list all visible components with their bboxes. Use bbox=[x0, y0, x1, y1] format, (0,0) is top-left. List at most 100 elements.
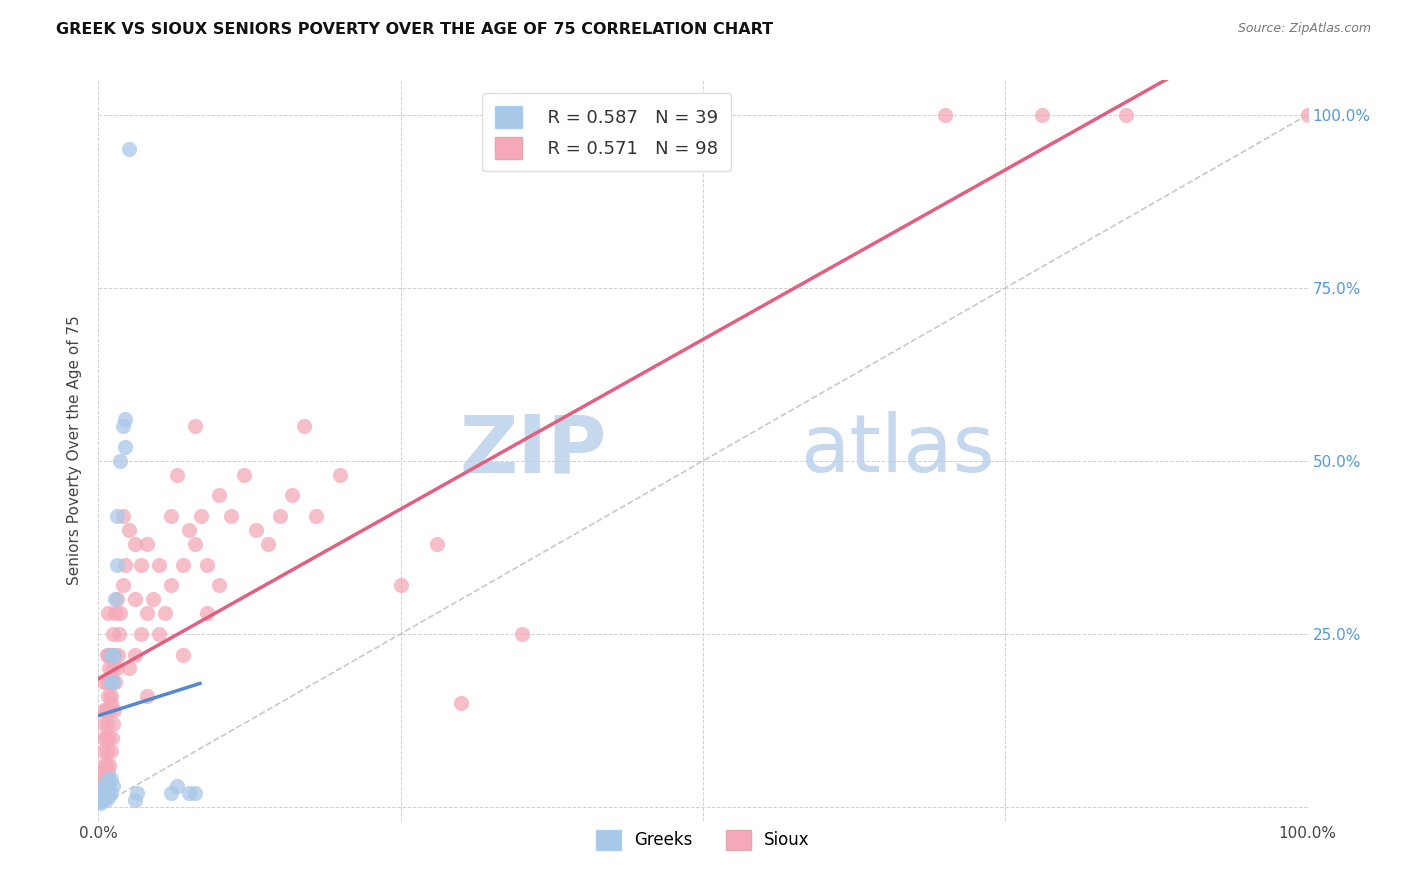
Point bbox=[97, 786, 120, 800]
Point bbox=[90, 772, 112, 786]
Point bbox=[184, 786, 207, 800]
Point bbox=[124, 648, 146, 662]
Point bbox=[96, 716, 118, 731]
Point bbox=[107, 648, 129, 662]
Point bbox=[124, 537, 146, 551]
Point bbox=[114, 412, 136, 426]
Point bbox=[96, 782, 118, 797]
Point bbox=[100, 696, 122, 710]
Point bbox=[93, 758, 115, 772]
Point bbox=[160, 509, 183, 524]
Point bbox=[89, 797, 111, 811]
Point bbox=[108, 627, 131, 641]
Point bbox=[91, 793, 114, 807]
Point bbox=[1296, 108, 1319, 122]
Point bbox=[100, 772, 122, 786]
Point bbox=[97, 648, 120, 662]
Point bbox=[101, 779, 124, 793]
Text: GREEK VS SIOUX SENIORS POVERTY OVER THE AGE OF 75 CORRELATION CHART: GREEK VS SIOUX SENIORS POVERTY OVER THE … bbox=[56, 22, 773, 37]
Point bbox=[93, 772, 115, 786]
Point bbox=[450, 696, 472, 710]
Point bbox=[96, 648, 118, 662]
Point bbox=[93, 731, 115, 745]
Point bbox=[111, 578, 134, 592]
Point bbox=[129, 627, 152, 641]
Point bbox=[100, 744, 122, 758]
Point bbox=[195, 606, 218, 620]
Point bbox=[91, 765, 114, 780]
Point bbox=[148, 627, 170, 641]
Point bbox=[108, 454, 131, 468]
Point bbox=[269, 509, 291, 524]
Point bbox=[389, 578, 412, 592]
Point bbox=[94, 786, 117, 800]
Point bbox=[93, 703, 115, 717]
Point bbox=[90, 786, 112, 800]
Point bbox=[104, 592, 127, 607]
Point bbox=[426, 537, 449, 551]
Point bbox=[94, 731, 117, 745]
Point bbox=[93, 786, 115, 800]
Point bbox=[111, 509, 134, 524]
Legend: Greeks, Sioux: Greeks, Sioux bbox=[589, 823, 817, 856]
Point bbox=[91, 744, 114, 758]
Point bbox=[96, 675, 118, 690]
Point bbox=[305, 509, 328, 524]
Point bbox=[94, 793, 117, 807]
Point bbox=[135, 689, 157, 703]
Point bbox=[142, 592, 165, 607]
Point bbox=[129, 558, 152, 572]
Point bbox=[98, 703, 121, 717]
Point bbox=[195, 558, 218, 572]
Point bbox=[104, 675, 127, 690]
Point bbox=[89, 793, 111, 807]
Point bbox=[103, 648, 125, 662]
Point bbox=[166, 467, 188, 482]
Point bbox=[1115, 108, 1137, 122]
Point bbox=[94, 703, 117, 717]
Point bbox=[100, 689, 122, 703]
Point bbox=[105, 558, 128, 572]
Point bbox=[91, 786, 114, 800]
Point bbox=[100, 786, 122, 800]
Point bbox=[221, 509, 243, 524]
Point bbox=[172, 558, 194, 572]
Point bbox=[91, 786, 114, 800]
Point bbox=[179, 786, 201, 800]
Point bbox=[91, 779, 114, 793]
Point bbox=[97, 772, 120, 786]
Point bbox=[135, 537, 157, 551]
Point bbox=[114, 440, 136, 454]
Point bbox=[101, 661, 124, 675]
Point bbox=[256, 537, 278, 551]
Point bbox=[124, 793, 146, 807]
Point bbox=[148, 558, 170, 572]
Point bbox=[118, 523, 141, 537]
Point bbox=[281, 488, 304, 502]
Point bbox=[114, 558, 136, 572]
Point bbox=[232, 467, 254, 482]
Point bbox=[98, 789, 121, 804]
Point bbox=[93, 782, 115, 797]
Point bbox=[94, 779, 117, 793]
Point bbox=[135, 606, 157, 620]
Point bbox=[101, 716, 124, 731]
Y-axis label: Seniors Poverty Over the Age of 75: Seniors Poverty Over the Age of 75 bbox=[67, 316, 83, 585]
Point bbox=[91, 716, 114, 731]
Point bbox=[91, 789, 114, 804]
Point bbox=[96, 744, 118, 758]
Point bbox=[93, 675, 115, 690]
Point bbox=[100, 648, 122, 662]
Point bbox=[172, 648, 194, 662]
Point bbox=[96, 789, 118, 804]
Point bbox=[93, 779, 115, 793]
Point bbox=[329, 467, 352, 482]
Point bbox=[160, 578, 183, 592]
Point bbox=[91, 793, 114, 807]
Point bbox=[190, 509, 212, 524]
Point bbox=[103, 703, 125, 717]
Point bbox=[111, 419, 134, 434]
Text: atlas: atlas bbox=[800, 411, 994, 490]
Point bbox=[118, 661, 141, 675]
Point bbox=[90, 794, 112, 808]
